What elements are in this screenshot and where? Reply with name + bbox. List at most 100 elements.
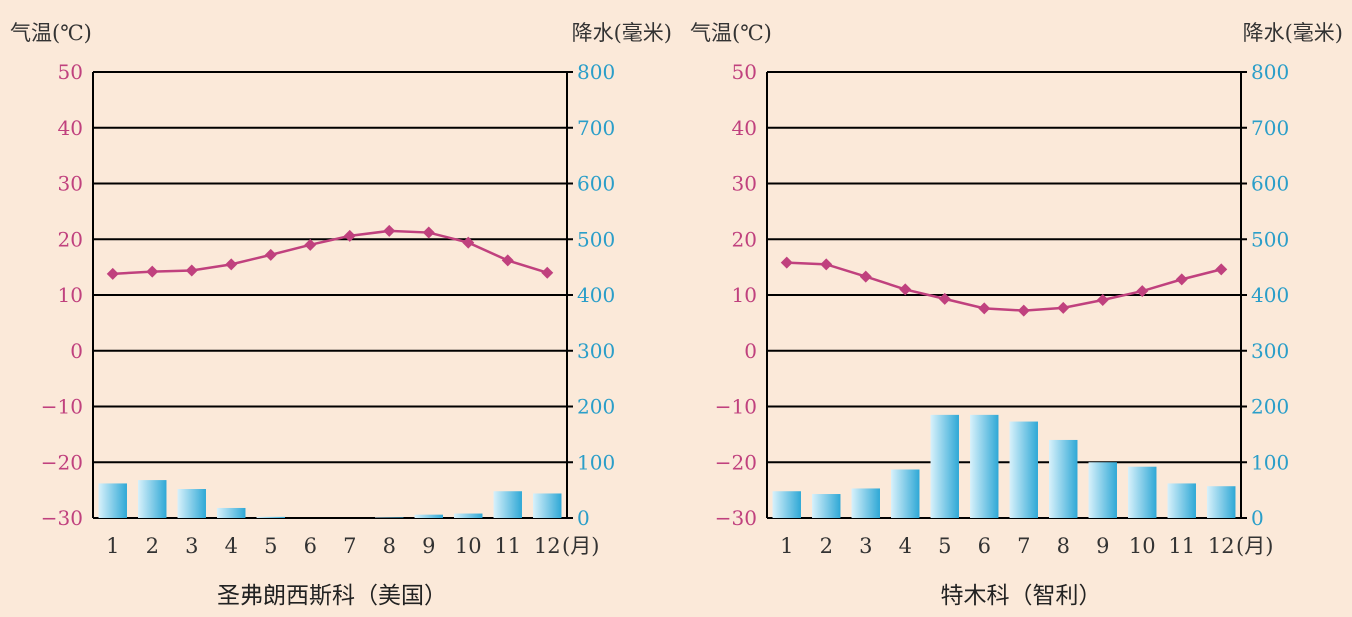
y-left-tick-label: −30 bbox=[41, 506, 83, 530]
precipitation-bar bbox=[970, 414, 999, 518]
y-right-tick-label: 500 bbox=[1251, 227, 1289, 251]
x-tick-label: 3 bbox=[185, 534, 198, 558]
precipitation-bar bbox=[1128, 466, 1157, 518]
precipitation-bar bbox=[256, 516, 285, 518]
y-right-tick-label: 700 bbox=[577, 116, 615, 140]
x-tick-label: 2 bbox=[820, 534, 833, 558]
y-right-tick-label: 400 bbox=[577, 283, 615, 307]
climate-chart-2: 气温(℃) 降水(毫米)50403020100−10−20−30800700600… bbox=[690, 21, 1343, 609]
precipitation-bar bbox=[98, 483, 127, 518]
y-right-label: 降水(毫米) bbox=[1243, 21, 1343, 45]
x-tick-label: 12 bbox=[534, 534, 561, 558]
temperature-point bbox=[1215, 263, 1228, 276]
precipitation-bar bbox=[375, 517, 404, 518]
y-right-tick-label: 600 bbox=[1251, 172, 1289, 196]
y-right-tick-label: 300 bbox=[577, 339, 615, 363]
precipitation-bar bbox=[217, 507, 246, 518]
y-right-tick-label: 600 bbox=[577, 172, 615, 196]
x-tick-label: 7 bbox=[343, 534, 356, 558]
temperature-point bbox=[1175, 273, 1188, 286]
y-left-tick-label: −20 bbox=[715, 450, 757, 474]
temperature-point bbox=[780, 256, 793, 269]
precipitation-bar bbox=[1088, 462, 1117, 518]
y-left-tick-label: 40 bbox=[58, 116, 83, 140]
temperature-point bbox=[1017, 304, 1030, 317]
y-left-tick-label: 0 bbox=[744, 339, 757, 363]
x-tick-label: 8 bbox=[1057, 534, 1070, 558]
y-right-tick-label: 100 bbox=[1251, 450, 1289, 474]
precipitation-bar bbox=[454, 513, 483, 518]
precipitation-bar bbox=[533, 493, 562, 518]
x-tick-label: 2 bbox=[146, 534, 159, 558]
y-right-tick-label: 0 bbox=[577, 506, 590, 530]
y-right-tick-label: 800 bbox=[1251, 60, 1289, 84]
x-tick-label: 1 bbox=[780, 534, 793, 558]
temperature-point bbox=[383, 224, 396, 237]
climate-chart-1: 气温(℃) 降水(毫米)50403020100−10−20−30800700600… bbox=[10, 21, 672, 609]
x-tick-label: 4 bbox=[899, 534, 912, 558]
temperature-point bbox=[185, 264, 198, 277]
y-left-tick-label: 20 bbox=[58, 227, 83, 251]
y-left-label: 气温(℃) bbox=[10, 21, 92, 45]
x-tick-label: 11 bbox=[1168, 534, 1195, 558]
precipitation-bar bbox=[493, 491, 522, 518]
temperature-point bbox=[106, 267, 119, 280]
x-tick-label: 8 bbox=[383, 534, 396, 558]
temperature-point bbox=[1136, 285, 1149, 298]
y-left-tick-label: 40 bbox=[732, 116, 757, 140]
y-right-tick-label: 400 bbox=[1251, 283, 1289, 307]
chart-title: 特木科（智利） bbox=[941, 583, 1102, 609]
x-tick-label: 12 bbox=[1208, 534, 1235, 558]
x-tick-label: 6 bbox=[304, 534, 317, 558]
x-tick-label: 3 bbox=[859, 534, 872, 558]
temperature-line bbox=[112, 229, 548, 276]
temperature-point bbox=[343, 229, 356, 242]
precipitation-bar bbox=[772, 491, 801, 518]
y-right-tick-label: 500 bbox=[577, 227, 615, 251]
y-left-tick-label: 50 bbox=[58, 60, 83, 84]
temperature-point bbox=[462, 236, 475, 249]
precipitation-bar bbox=[414, 514, 443, 518]
y-left-tick-label: 30 bbox=[732, 172, 757, 196]
y-left-tick-label: −30 bbox=[715, 506, 757, 530]
y-right-tick-label: 0 bbox=[1251, 506, 1264, 530]
temperature-point bbox=[541, 266, 554, 279]
temperature-point bbox=[899, 283, 912, 296]
y-right-tick-label: 300 bbox=[1251, 339, 1289, 363]
x-tick-label: 10 bbox=[1129, 534, 1156, 558]
x-tick-label: 6 bbox=[978, 534, 991, 558]
y-right-tick-label: 800 bbox=[577, 60, 615, 84]
precipitation-bar bbox=[1207, 486, 1236, 518]
y-left-tick-label: 30 bbox=[58, 172, 83, 196]
y-left-tick-label: −20 bbox=[41, 450, 83, 474]
y-left-tick-label: 10 bbox=[732, 283, 757, 307]
precipitation-bar bbox=[1049, 439, 1078, 518]
y-left-label: 气温(℃) bbox=[690, 21, 772, 45]
precipitation-bar bbox=[851, 488, 880, 518]
temperature-point bbox=[859, 270, 872, 283]
x-tick-label: 4 bbox=[225, 534, 238, 558]
x-tick-label: 5 bbox=[264, 534, 277, 558]
x-tick-label: 7 bbox=[1017, 534, 1030, 558]
y-right-label: 降水(毫米) bbox=[572, 21, 672, 45]
x-unit-label: (月) bbox=[562, 534, 599, 558]
temperature-point bbox=[1057, 301, 1070, 314]
y-left-tick-label: −10 bbox=[41, 395, 83, 419]
precipitation-bar bbox=[177, 489, 206, 518]
temperature-point bbox=[304, 238, 317, 251]
precipitation-bar bbox=[138, 480, 167, 518]
temperature-point bbox=[264, 248, 277, 261]
precipitation-bar bbox=[930, 414, 959, 518]
temperature-line bbox=[786, 261, 1222, 312]
temperature-point bbox=[938, 292, 951, 305]
temperature-point bbox=[1096, 294, 1109, 307]
precipitation-bar bbox=[891, 469, 920, 518]
y-left-tick-label: −10 bbox=[715, 395, 757, 419]
temperature-point bbox=[978, 302, 991, 315]
y-left-tick-label: 50 bbox=[732, 60, 757, 84]
x-tick-label: 1 bbox=[106, 534, 119, 558]
precipitation-bar bbox=[1009, 421, 1038, 518]
chart-title: 圣弗朗西斯科（美国） bbox=[217, 583, 447, 609]
precipitation-bar bbox=[1167, 483, 1196, 518]
